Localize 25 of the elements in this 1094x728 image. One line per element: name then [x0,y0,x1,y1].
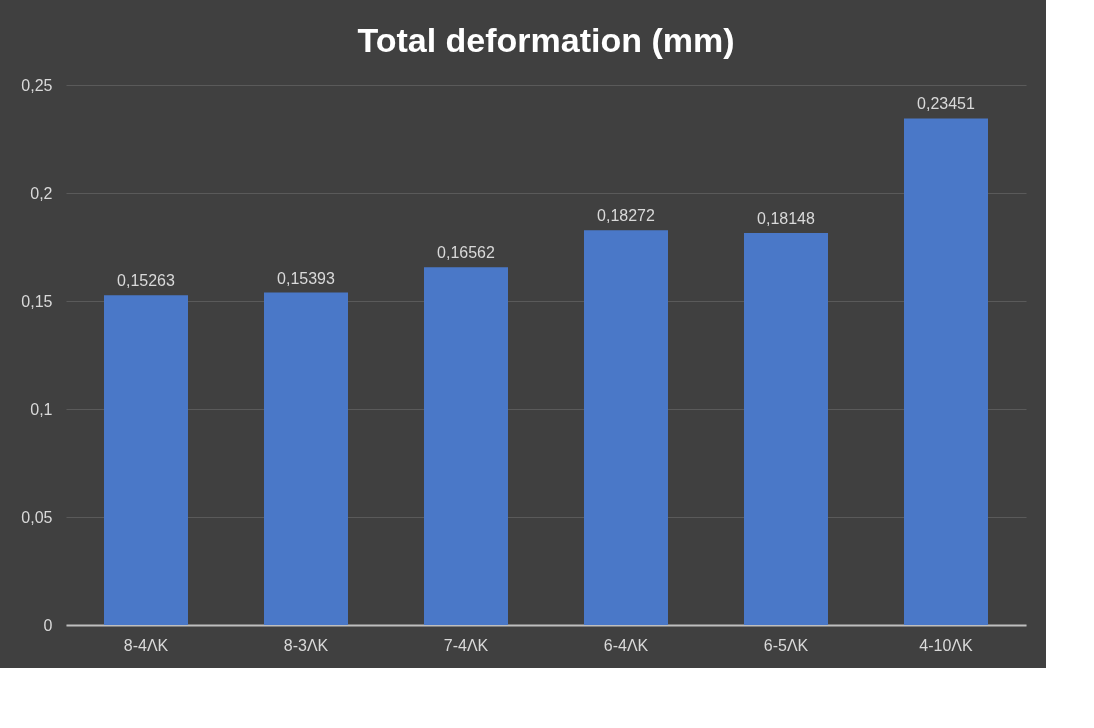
bar [584,230,668,625]
data-label: 0,15263 [117,272,176,290]
bar [744,233,828,625]
y-tick-label: 0,25 [21,76,53,94]
y-tick-label: 0,1 [30,400,53,418]
data-label: 0,18148 [757,210,816,227]
x-tick-label: 6-4ΛΚ [603,636,649,654]
chart-title: Total deformation (mm) [357,21,735,59]
x-tick-label: 7-4ΛΚ [443,636,489,654]
y-tick-label: 0 [43,616,53,634]
y-tick-label: 0,2 [30,184,53,202]
y-tick-label: 0,15 [21,292,53,310]
data-label: 0,23451 [917,95,976,113]
data-label: 0,16562 [437,244,496,262]
bar [104,295,188,625]
bar [424,267,508,625]
data-label: 0,15393 [277,269,336,287]
bar [904,118,988,625]
data-label: 0,18272 [597,207,656,225]
x-tick-label: 8-4ΛΚ [123,636,169,654]
x-tick-label: 4-10ΛΚ [919,636,974,654]
y-tick-label: 0,05 [21,508,53,526]
x-tick-label: 6-5ΛΚ [763,636,809,654]
x-tick-label: 8-3ΛΚ [283,636,329,654]
bar [264,292,348,625]
